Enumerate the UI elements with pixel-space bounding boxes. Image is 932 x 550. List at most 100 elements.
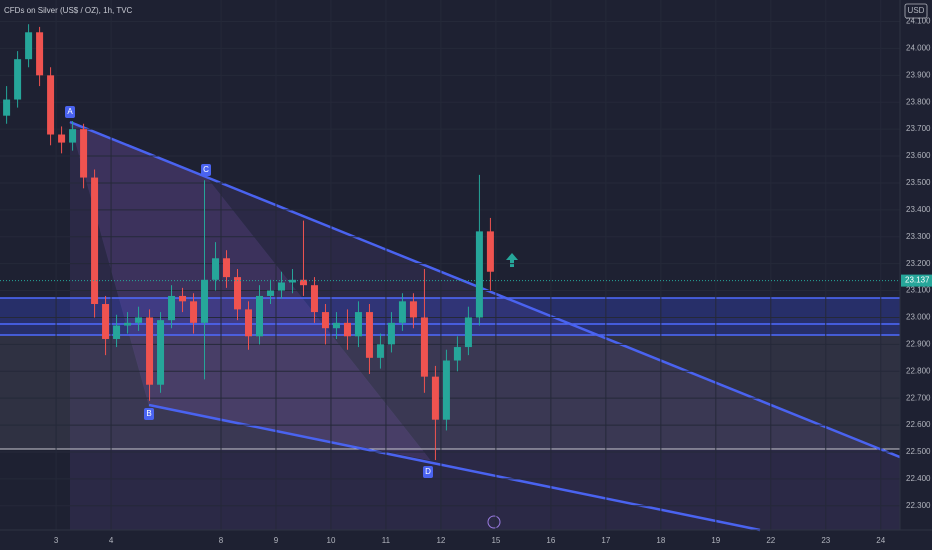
x-tick-label: 18 [656, 536, 665, 545]
candle-body [442, 360, 450, 420]
candle-body [475, 231, 483, 318]
y-tick-label: 23.300 [906, 232, 931, 241]
candle-body [288, 279, 296, 283]
candle-body [431, 376, 439, 420]
label-box [423, 466, 433, 478]
y-tick-label: 24.100 [906, 17, 931, 26]
candle-body [102, 304, 110, 339]
candle-body [354, 312, 362, 337]
candle-body [124, 322, 132, 326]
x-tick-label: 9 [274, 536, 279, 545]
candle-body [135, 317, 143, 323]
trend-line [148, 403, 761, 532]
candle-body [168, 295, 176, 321]
label-box [144, 408, 154, 420]
currency-box [904, 3, 928, 19]
candles [0, 24, 900, 461]
x-tick-label: 22 [766, 536, 775, 545]
candle-body [3, 99, 11, 116]
last-price-label: 23.137 [905, 276, 930, 285]
axes [0, 316, 900, 426]
overlay: 22.300 22.400 22.500 22.600 22.700 22.800 22.9… [54, 17, 932, 545]
candle-body [387, 322, 395, 345]
candle-body [464, 317, 472, 348]
candle-body [365, 312, 373, 358]
event-icon [487, 515, 501, 529]
x-tick-label: 12 [436, 536, 445, 545]
x-tick-label: 19 [711, 536, 720, 545]
y-tick-label: 22.500 [906, 447, 931, 456]
point-label: D [425, 467, 431, 476]
label-box [201, 164, 211, 176]
x-tick-label: 11 [382, 536, 391, 545]
candle-body [332, 322, 340, 329]
y-tick-label: 22.900 [906, 339, 931, 348]
candle-body [234, 277, 242, 310]
candle-body [69, 129, 77, 143]
candle-body [47, 75, 55, 135]
candle-body [486, 231, 494, 272]
y-tick-label: 23.100 [906, 286, 931, 295]
y-tick-label: 23.600 [906, 151, 931, 160]
trend-line [69, 120, 932, 472]
x-tick-label: 17 [601, 536, 610, 545]
candle-body [453, 347, 461, 361]
x-tick-label: 24 [876, 536, 885, 545]
labels: A B C D [65, 106, 433, 478]
candle-body [343, 322, 351, 337]
point-label: A [67, 107, 73, 116]
y-tick-label: 22.600 [906, 420, 931, 429]
up-arrow [506, 253, 518, 267]
candle-body [80, 129, 88, 178]
candle-body [223, 258, 231, 278]
candle-body [212, 258, 220, 280]
candle-body [201, 279, 209, 323]
candle-body [266, 290, 274, 296]
x-tick-label: 8 [219, 536, 224, 545]
candle-body [277, 282, 285, 291]
candle-body [321, 312, 329, 329]
currency: USD [908, 6, 925, 15]
y-tick-label: 23.000 [906, 313, 931, 322]
y-tick-label: 23.700 [906, 124, 931, 133]
y-tick-label: 23.900 [906, 70, 931, 79]
candle-body [179, 295, 187, 302]
candle-body [409, 301, 417, 318]
candle-body [146, 317, 154, 385]
y-tick-label: 22.700 [906, 393, 931, 402]
point-label: B [146, 409, 151, 418]
y-tick-label: 22.300 [906, 501, 931, 510]
candle-body [299, 279, 307, 286]
candle-body [91, 177, 99, 305]
x-tick-label: 4 [109, 536, 114, 545]
candle-body [36, 32, 44, 76]
candle-body [376, 344, 384, 358]
x-tick-label: 15 [491, 536, 500, 545]
y-tick-label: 22.400 [906, 474, 931, 483]
last-price-box [901, 274, 932, 287]
candle-body [255, 295, 263, 337]
y-tick-label: 23.800 [906, 97, 931, 106]
candle-body [245, 309, 253, 337]
candle-body [113, 325, 121, 339]
x-tick-label: 3 [54, 536, 59, 545]
chart-title: CFDs on Silver (US$ / OZ), 1h, TVC [4, 6, 133, 15]
wedge-fill [70, 122, 900, 530]
y-tick-label: 23.400 [906, 205, 931, 214]
candle-body [190, 301, 198, 323]
y-tick-label: 24.000 [906, 44, 931, 53]
point-label: C [203, 165, 209, 174]
candle-body [310, 285, 318, 313]
x-tick-label: 10 [327, 536, 336, 545]
y-tick-label: 23.500 [906, 178, 931, 187]
y-tick-label: 23.200 [906, 259, 931, 268]
label-box [65, 106, 75, 118]
x-tick-label: 23 [821, 536, 830, 545]
candle-body [420, 317, 428, 377]
candle-body [14, 59, 22, 100]
y-tick-label: 22.800 [906, 366, 931, 375]
x-tick-label: 16 [546, 536, 555, 545]
candle-body [398, 301, 406, 323]
